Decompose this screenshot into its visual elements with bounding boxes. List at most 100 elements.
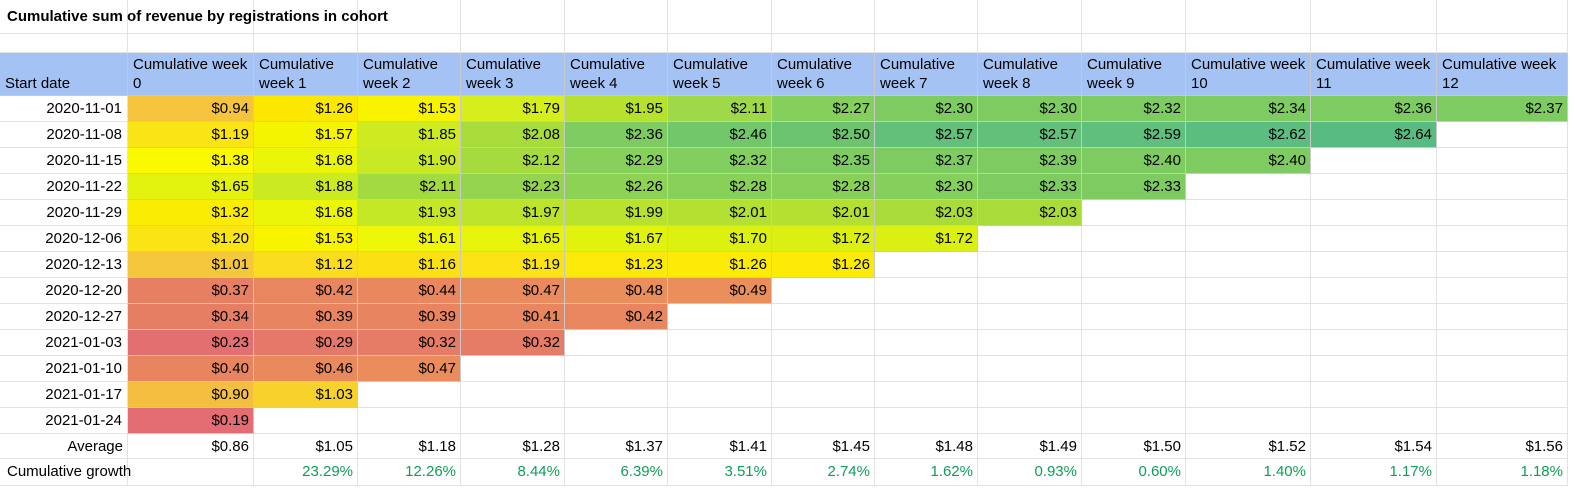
header-cumulative-week-5[interactable]: Cumulative week 5	[668, 53, 772, 96]
cohort-value-cell[interactable]: $2.01	[668, 200, 772, 226]
grid-cell[interactable]	[565, 0, 668, 34]
cohort-value-cell[interactable]: $1.20	[128, 226, 254, 252]
cohort-value-cell[interactable]: $1.38	[128, 148, 254, 174]
cohort-value-cell[interactable]: $2.30	[875, 174, 978, 200]
grid-cell[interactable]	[1437, 174, 1568, 200]
cohort-value-cell[interactable]: $2.33	[978, 174, 1082, 200]
average-value[interactable]: $1.28	[461, 434, 565, 459]
grid-cell[interactable]	[668, 0, 772, 34]
grid-cell[interactable]	[1082, 408, 1186, 434]
cohort-value-cell[interactable]: $2.23	[461, 174, 565, 200]
average-value[interactable]: $1.54	[1311, 434, 1437, 459]
cohort-value-cell[interactable]: $1.72	[772, 226, 875, 252]
cohort-value-cell[interactable]: $2.37	[1437, 96, 1568, 122]
cumulative-growth-value[interactable]: 0.93%	[978, 459, 1082, 486]
grid-cell[interactable]	[1437, 200, 1568, 226]
grid-cell[interactable]	[1311, 278, 1437, 304]
cohort-value-cell[interactable]: $1.53	[254, 226, 358, 252]
cohort-value-cell[interactable]: $1.93	[358, 200, 461, 226]
grid-cell[interactable]	[1186, 382, 1311, 408]
cumulative-growth-value[interactable]: 1.40%	[1186, 459, 1311, 486]
grid-cell[interactable]	[1311, 356, 1437, 382]
average-label[interactable]: Average	[0, 434, 128, 459]
header-cumulative-week-10[interactable]: Cumulative week 10	[1186, 53, 1311, 96]
grid-cell[interactable]	[0, 0, 128, 34]
cohort-value-cell[interactable]: $1.67	[565, 226, 668, 252]
cohort-value-cell[interactable]: $0.32	[461, 330, 565, 356]
cumulative-growth-value[interactable]: 1.18%	[1437, 459, 1568, 486]
cohort-value-cell[interactable]: $0.40	[128, 356, 254, 382]
cohort-value-cell[interactable]: $1.97	[461, 200, 565, 226]
grid-cell[interactable]	[1311, 252, 1437, 278]
grid-cell[interactable]	[978, 356, 1082, 382]
average-value[interactable]: $1.56	[1437, 434, 1568, 459]
cohort-value-cell[interactable]: $1.88	[254, 174, 358, 200]
cohort-value-cell[interactable]: $2.36	[565, 122, 668, 148]
grid-cell[interactable]	[254, 0, 358, 34]
cohort-value-cell[interactable]: $0.90	[128, 382, 254, 408]
grid-cell[interactable]	[1082, 330, 1186, 356]
grid-cell[interactable]	[1311, 330, 1437, 356]
grid-cell[interactable]	[1186, 226, 1311, 252]
cohort-value-cell[interactable]: $1.26	[668, 252, 772, 278]
cohort-value-cell[interactable]: $2.36	[1311, 96, 1437, 122]
cohort-value-cell[interactable]: $1.16	[358, 252, 461, 278]
header-cumulative-week-12[interactable]: Cumulative week 12	[1437, 53, 1568, 96]
grid-cell[interactable]	[565, 34, 668, 53]
cohort-value-cell[interactable]: $2.11	[668, 96, 772, 122]
grid-cell[interactable]	[1082, 278, 1186, 304]
row-start-date[interactable]: 2020-11-15	[0, 148, 128, 174]
cohort-value-cell[interactable]: $2.39	[978, 148, 1082, 174]
row-start-date[interactable]: 2021-01-03	[0, 330, 128, 356]
row-start-date[interactable]: 2020-12-13	[0, 252, 128, 278]
cohort-value-cell[interactable]: $2.27	[772, 96, 875, 122]
cohort-value-cell[interactable]: $2.11	[358, 174, 461, 200]
grid-cell[interactable]	[772, 278, 875, 304]
row-start-date[interactable]: 2021-01-10	[0, 356, 128, 382]
cohort-value-cell[interactable]: $2.30	[875, 96, 978, 122]
cohort-value-cell[interactable]: $2.28	[668, 174, 772, 200]
grid-cell[interactable]	[875, 408, 978, 434]
grid-cell[interactable]	[1437, 330, 1568, 356]
grid-cell[interactable]	[254, 408, 358, 434]
cumulative-growth-value[interactable]: 6.39%	[565, 459, 668, 486]
cohort-value-cell[interactable]: $2.32	[1082, 96, 1186, 122]
grid-cell[interactable]	[1082, 252, 1186, 278]
cohort-value-cell[interactable]: $2.33	[1082, 174, 1186, 200]
cohort-value-cell[interactable]: $2.50	[772, 122, 875, 148]
grid-cell[interactable]	[461, 382, 565, 408]
grid-cell[interactable]	[358, 34, 461, 53]
grid-cell[interactable]	[668, 356, 772, 382]
cohort-value-cell[interactable]: $2.64	[1311, 122, 1437, 148]
grid-cell[interactable]	[772, 408, 875, 434]
grid-cell[interactable]	[1186, 200, 1311, 226]
grid-cell[interactable]	[1082, 226, 1186, 252]
grid-cell[interactable]	[358, 382, 461, 408]
grid-cell[interactable]	[1186, 278, 1311, 304]
cohort-value-cell[interactable]: $1.57	[254, 122, 358, 148]
cohort-value-cell[interactable]: $2.57	[875, 122, 978, 148]
header-cumulative-week-6[interactable]: Cumulative week 6	[772, 53, 875, 96]
grid-cell[interactable]	[668, 34, 772, 53]
cohort-value-cell[interactable]: $0.44	[358, 278, 461, 304]
grid-cell[interactable]	[978, 408, 1082, 434]
grid-cell[interactable]	[875, 34, 978, 53]
grid-cell[interactable]	[668, 304, 772, 330]
cohort-value-cell[interactable]: $2.34	[1186, 96, 1311, 122]
cumulative-growth-label[interactable]: Cumulative growth	[7, 463, 132, 480]
grid-cell[interactable]	[1311, 174, 1437, 200]
cohort-value-cell[interactable]: $2.01	[772, 200, 875, 226]
grid-cell[interactable]	[461, 356, 565, 382]
row-start-date[interactable]: 2020-12-06	[0, 226, 128, 252]
cohort-value-cell[interactable]: $0.39	[254, 304, 358, 330]
grid-cell[interactable]	[1311, 226, 1437, 252]
grid-cell[interactable]	[1311, 200, 1437, 226]
cohort-value-cell[interactable]: $2.26	[565, 174, 668, 200]
cohort-value-cell[interactable]: $0.29	[254, 330, 358, 356]
header-cumulative-week-8[interactable]: Cumulative week 8	[978, 53, 1082, 96]
grid-cell[interactable]	[668, 408, 772, 434]
grid-cell[interactable]	[461, 408, 565, 434]
grid-cell[interactable]	[978, 330, 1082, 356]
cohort-value-cell[interactable]: $2.35	[772, 148, 875, 174]
grid-cell[interactable]	[1082, 0, 1186, 34]
